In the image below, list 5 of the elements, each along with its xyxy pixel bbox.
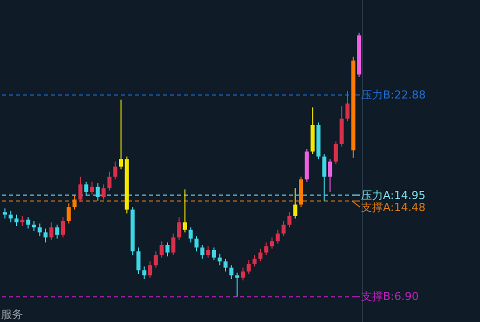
y-tick-label: 压力B:22.88 [361, 88, 426, 102]
ref-line-label: 支撑A:14.48 [361, 201, 426, 214]
ref-line-label: 压力A:14.95 [361, 189, 426, 202]
annotation: 服务 [1, 308, 23, 321]
y-tick-label: 支撑B:6.90 [361, 290, 419, 304]
